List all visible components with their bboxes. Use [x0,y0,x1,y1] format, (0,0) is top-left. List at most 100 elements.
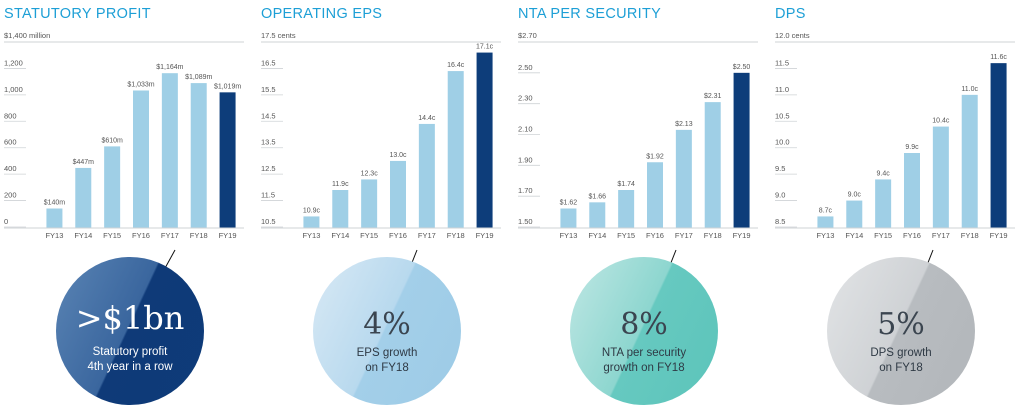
highlight-value: >$1bn [75,299,185,337]
y-tick-label: 1.70 [518,186,533,195]
y-tick-label: 1,200 [4,58,23,67]
nta-per-security-panel: NTA PER SECURITY $2.70 1.50 1.70 1.90 2.10 2.… [518,0,758,415]
x-tick-label: FY13 [302,231,320,240]
highlight-caption-line2: on FY18 [879,362,923,374]
y-tick-label: 12.5 [261,164,276,173]
x-tick-label: FY15 [103,231,121,240]
x-tick-label: FY13 [816,231,834,240]
bar-value-label: $447m [73,159,95,166]
y-tick-label: 10.5 [775,111,790,120]
x-tick-label: FY16 [646,231,664,240]
x-tick-label: FY19 [990,231,1008,240]
y-tick-label: 8.5 [775,217,785,226]
bar-value-label: 9.9c [905,144,919,151]
bar [817,216,834,228]
bar-value-label: $1,089m [185,74,212,81]
bar [75,167,92,228]
y-tick-label: 2.50 [518,63,533,72]
bar-value-label: 16.4c [447,62,465,69]
nta-per-security-chart: $2.70 1.50 1.70 1.90 2.10 2.30 2.50 $1.62 FY13 $1… [518,31,758,240]
x-tick-label: FY17 [675,231,693,240]
bar [303,216,320,228]
bar [219,92,236,228]
bar [476,52,493,229]
bar-value-label: $2.31 [704,93,722,100]
x-tick-label: FY18 [190,231,208,240]
bar [733,72,750,228]
bar [675,129,692,228]
bar [332,190,349,228]
x-tick-label: FY18 [704,231,722,240]
x-tick-label: FY14 [588,231,606,240]
x-tick-label: FY16 [132,231,150,240]
unit-label: $1,400 million [4,31,50,40]
highlight-caption-line1: NTA per security [601,347,687,359]
unit-label: $2.70 [518,31,537,40]
bar [904,153,920,228]
x-tick-label: FY13 [559,231,577,240]
bar [618,190,635,228]
x-tick-label: FY14 [74,231,92,240]
bar-value-label: 11.9c [332,181,349,188]
y-tick-label: 11.5 [261,191,275,200]
y-tick-label: 800 [4,111,17,120]
bar-value-label: $1.62 [560,200,578,207]
y-tick-label: 15.5 [261,85,276,94]
x-tick-label: FY17 [418,231,436,240]
dps-chart: 12.0 cents 8.5 9.0 9.5 10.0 10.5 11.0 11.5 8.7c F… [775,31,1015,240]
highlight-value: 5% [877,307,925,342]
bar-value-label: 10.4c [932,118,950,125]
highlight-caption-line1: EPS growth [356,347,418,359]
bar [161,73,178,228]
panel-title: NTA PER SECURITY [518,6,662,22]
bar-value-label: $610m [101,137,123,144]
statutory-profit-chart: $1,400 million 0 200 400 600 800 1,000 1,200 $14… [4,31,244,240]
bar-value-label: 10.9c [303,207,321,214]
bar [961,94,978,228]
x-tick-label: FY19 [733,231,751,240]
bar-value-label: 14.4c [418,115,436,122]
x-tick-label: FY14 [845,231,863,240]
highlight-caption-line1: DPS growth [870,347,932,359]
y-tick-label: 11.0 [775,85,789,94]
y-tick-label: 11.5 [775,58,789,67]
bar-value-label: 9.4c [877,170,891,177]
bar-value-label: 12.3c [361,170,379,177]
bar [875,179,892,228]
y-tick-label: 1.50 [518,217,533,226]
y-tick-label: 2.10 [518,125,533,134]
operating-eps-chart: 17.5 cents 10.5 11.5 12.5 13.5 14.5 15.5 16.5 10… [261,31,501,240]
bar-value-label: $1.66 [589,193,607,200]
highlight-caption-line1: Statutory profit [92,346,168,358]
x-tick-label: FY16 [903,231,921,240]
bar [990,63,1007,229]
bar [704,102,721,228]
bar [589,202,606,228]
y-tick-label: 10.0 [775,138,790,147]
bar-value-label: 11.6c [990,54,1007,61]
bar-value-label: $2.50 [733,64,751,71]
y-tick-label: 16.5 [261,58,276,67]
x-tick-label: FY19 [219,231,237,240]
x-tick-label: FY17 [932,231,950,240]
unit-label: 12.0 cents [775,31,810,40]
highlight-circle: 4% EPS growth on FY18 [313,257,461,405]
highlight-caption-line2: growth on FY18 [603,362,685,374]
bar-value-label: 9.0c [848,192,862,199]
y-tick-label: 1,000 [4,85,23,94]
unit-label: 17.5 cents [261,31,296,40]
highlight-value: 8% [620,307,668,342]
x-tick-label: FY15 [874,231,892,240]
bar-value-label: $1.92 [646,153,664,160]
bar-value-label: $140m [44,200,66,207]
bar [647,162,663,228]
x-tick-label: FY18 [961,231,979,240]
panel-title: STATUTORY PROFIT [4,6,151,22]
bar [447,71,464,228]
dps-panel: DPS 12.0 cents 8.5 9.0 9.5 10.0 10.5 11.0 11.5 8… [775,0,1015,415]
x-tick-label: FY18 [447,231,465,240]
x-tick-label: FY16 [389,231,407,240]
bar [104,146,121,228]
panel-title: OPERATING EPS [261,6,383,22]
y-tick-label: 200 [4,191,17,200]
